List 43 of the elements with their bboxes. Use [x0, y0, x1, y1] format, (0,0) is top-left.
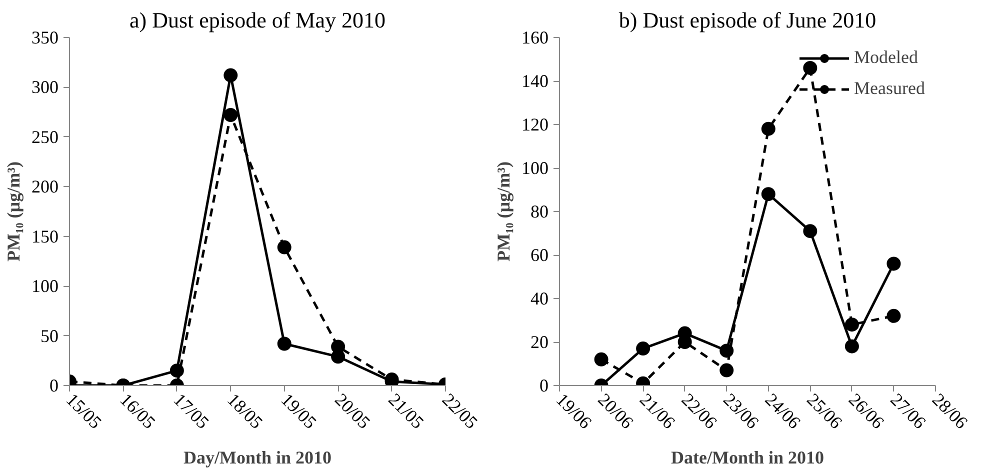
point: [277, 240, 292, 254]
x-axis-title: Date/Month in 2010: [671, 448, 824, 468]
point: [594, 352, 608, 366]
point: [170, 364, 184, 378]
y-tick-label: 0: [540, 376, 548, 396]
point: [761, 187, 776, 202]
point: [886, 308, 901, 323]
point: [761, 122, 776, 136]
x-axis-title: Day/Month in 2010: [183, 448, 332, 468]
point: [844, 318, 859, 332]
point: [803, 224, 818, 238]
legend-label: Measured: [854, 78, 925, 99]
point: [720, 363, 734, 378]
chart-title: b) Dust episode of June 2010: [618, 8, 876, 32]
y-tick-label: 40: [530, 288, 548, 308]
y-tick-label: 80: [530, 202, 548, 222]
point: [636, 342, 650, 356]
legend-label: Modeled: [854, 47, 918, 68]
y-tick-label: 50: [40, 326, 58, 346]
chart-title: a) Dust episode of May 2010: [129, 8, 386, 32]
y-tick-label: 350: [32, 28, 58, 48]
y-axis-title: PM₁₀ (µg/m³): [4, 161, 24, 262]
point: [277, 336, 292, 351]
y-tick-label: 20: [530, 332, 548, 352]
y-tick-label: 250: [32, 126, 58, 147]
y-tick-label: 300: [32, 77, 58, 98]
y-tick-label: 120: [522, 114, 548, 134]
point: [886, 256, 901, 271]
y-axis-title: PM₁₀ (µg/m³): [494, 161, 514, 262]
y-tick-label: 200: [32, 176, 58, 197]
point: [803, 60, 818, 75]
y-tick-label: 60: [530, 245, 548, 265]
y-tick-label: 100: [32, 276, 58, 296]
y-tick-label: 160: [522, 28, 548, 48]
point: [844, 339, 859, 354]
point: [331, 340, 346, 354]
point: [224, 68, 238, 82]
point: [224, 108, 238, 122]
y-tick-label: 140: [522, 71, 548, 91]
y-tick-label: 0: [50, 376, 58, 396]
y-tick-label: 100: [522, 158, 548, 178]
point: [720, 344, 734, 358]
y-tick-label: 150: [32, 226, 58, 246]
